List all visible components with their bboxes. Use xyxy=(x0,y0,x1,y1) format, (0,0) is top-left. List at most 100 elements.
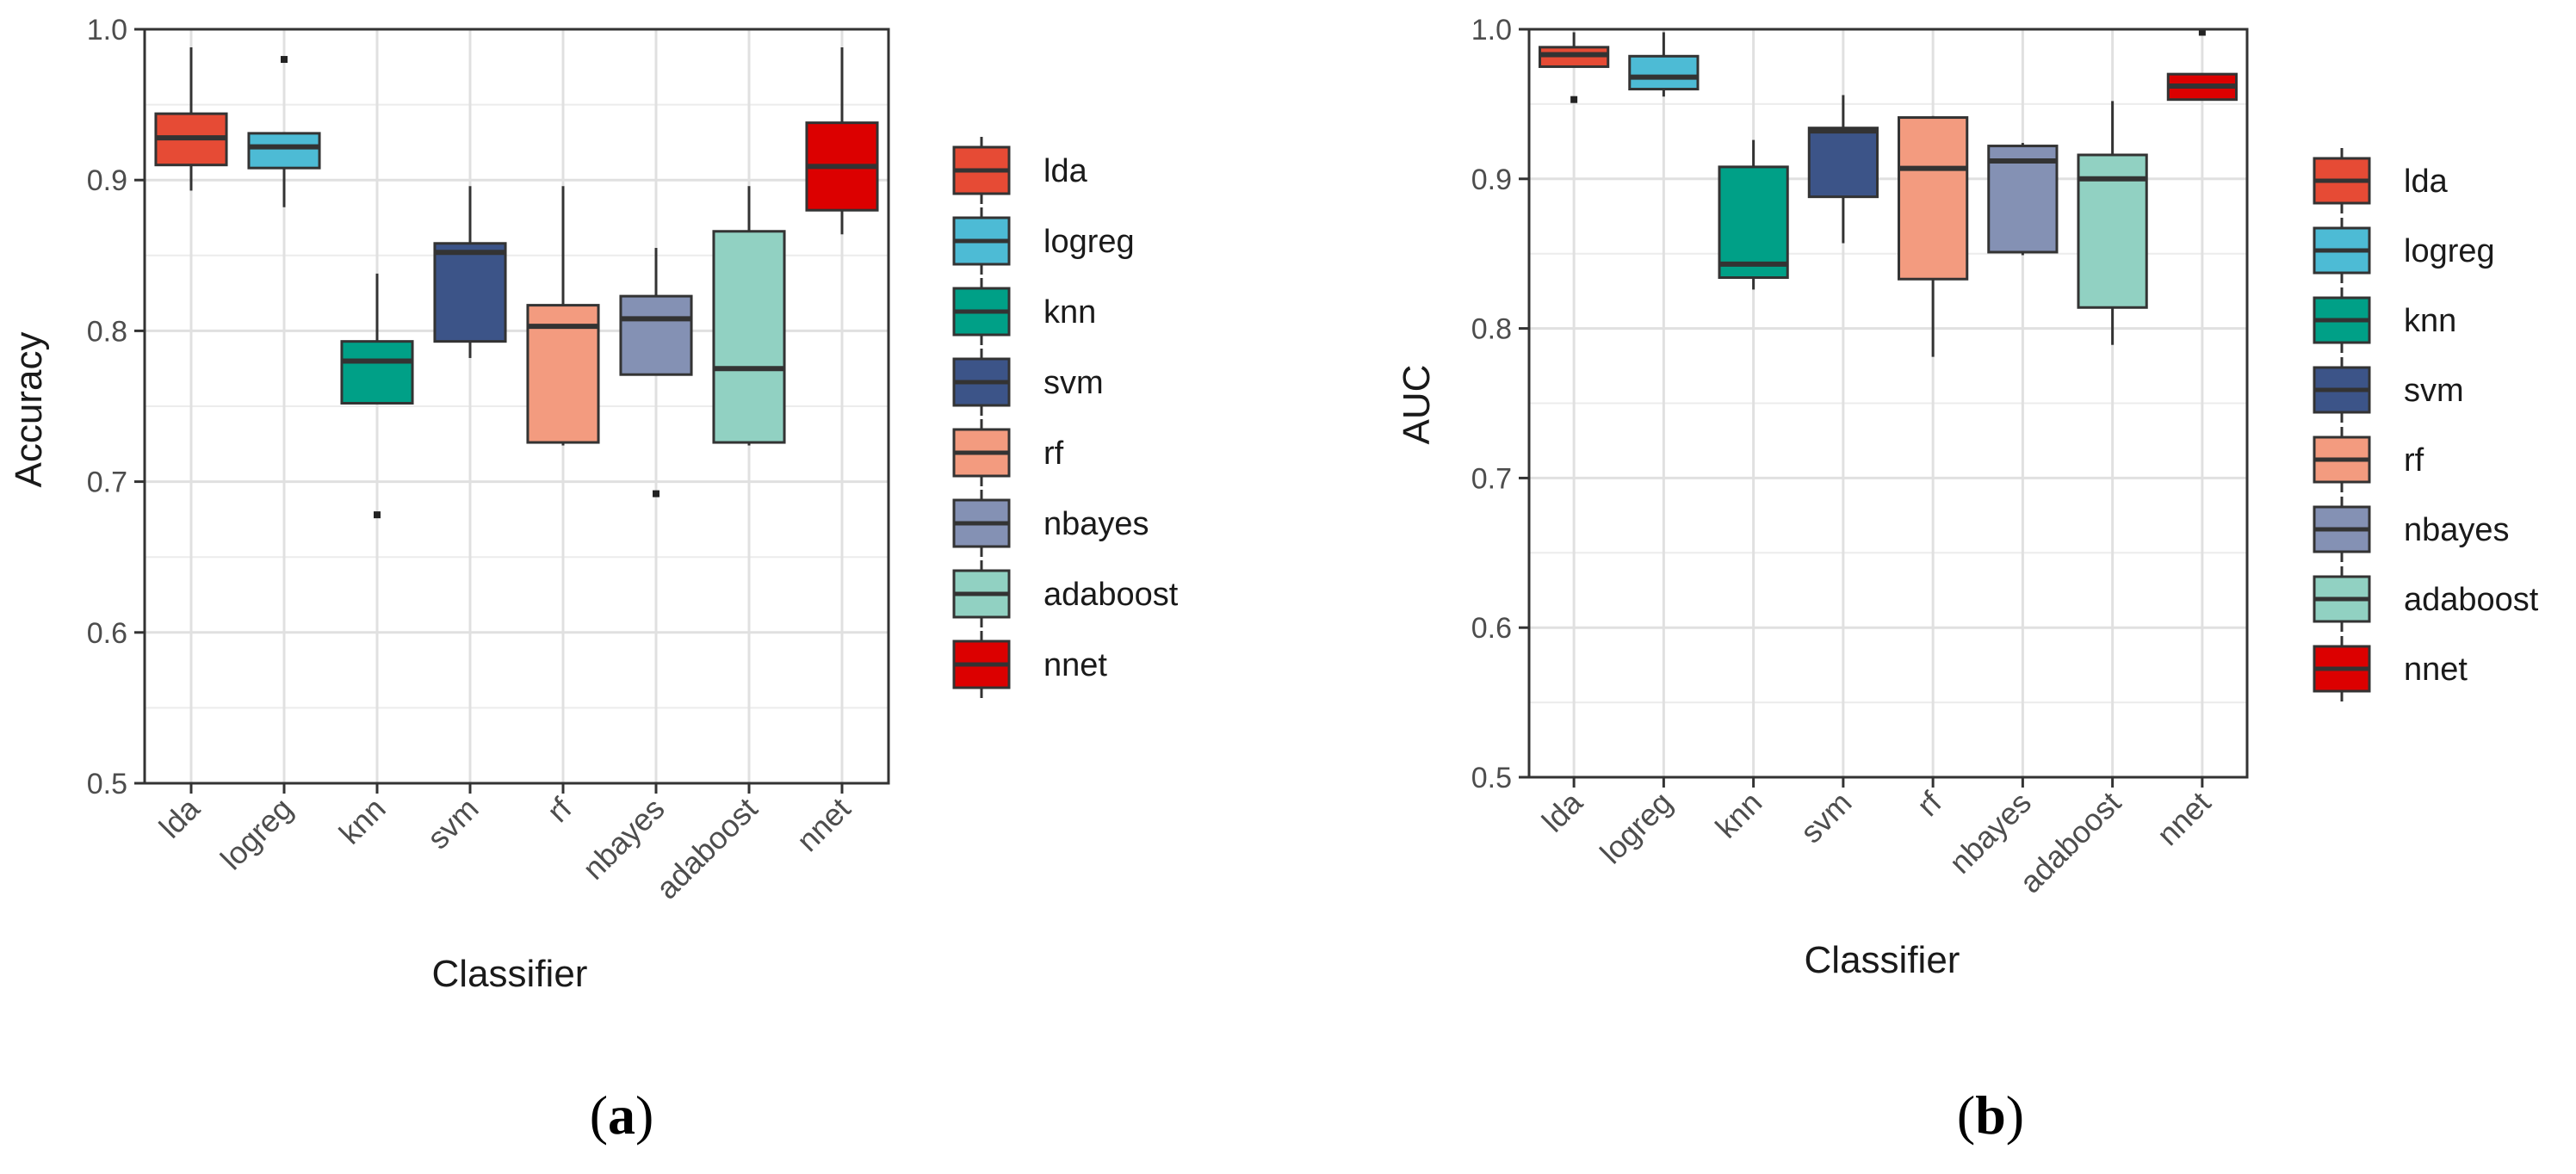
x-axis-title: Classifier xyxy=(432,953,588,995)
y-axis-title: AUC xyxy=(1396,365,1438,445)
box-nbayes xyxy=(1987,143,2059,256)
legend-label: svm xyxy=(1043,365,1104,401)
x-tick-label: adaboost xyxy=(649,791,765,906)
box-body xyxy=(247,132,321,170)
y-tick-label: 0.7 xyxy=(87,467,127,499)
legend-label: rf xyxy=(2404,442,2424,479)
box-lda xyxy=(1539,32,1610,103)
legend-item-lda: lda xyxy=(2313,148,2449,213)
x-tick-label: nnet xyxy=(790,791,858,859)
y-axis-title: Accuracy xyxy=(8,332,50,488)
legend-item-knn: knn xyxy=(952,278,1096,345)
x-tick-label: svm xyxy=(1793,785,1859,850)
y-tick-label: 0.5 xyxy=(1471,762,1512,794)
box-body xyxy=(1898,116,1969,281)
legend-label: logreg xyxy=(2404,233,2495,269)
panel-caption: (a) xyxy=(590,1084,654,1146)
legend-label: nnet xyxy=(2404,652,2468,688)
box-nnet xyxy=(805,47,879,235)
boxplots xyxy=(1539,28,2238,357)
box-lda xyxy=(154,47,228,191)
legend-item-adaboost: adaboost xyxy=(2313,566,2539,632)
box-rf xyxy=(526,186,600,446)
panel-caption: (b) xyxy=(1957,1084,2024,1146)
caption-letter: b xyxy=(1975,1084,2006,1146)
grid xyxy=(1529,28,2247,779)
box-nnet xyxy=(2166,28,2238,102)
legend-item-rf: rf xyxy=(952,419,1064,486)
legend-item-nbayes: nbayes xyxy=(2313,497,2510,562)
legend-item-adaboost: adaboost xyxy=(952,560,1179,627)
legend-item-rf: rf xyxy=(2313,427,2424,492)
box-knn xyxy=(1718,139,1789,290)
legend-label: lda xyxy=(2404,164,2449,200)
y-tick-label: 1.0 xyxy=(87,14,127,46)
legend-label: svm xyxy=(2404,373,2464,409)
y-tick-label: 0.8 xyxy=(1471,313,1512,346)
x-tick-label: svm xyxy=(420,791,486,856)
legend-label: knn xyxy=(2404,303,2456,339)
x-tick-label: knn xyxy=(332,791,393,851)
outlier-point xyxy=(374,511,381,519)
caption-close-paren: ) xyxy=(2006,1084,2024,1146)
caption-open-paren: ( xyxy=(1957,1084,1975,1146)
y-tick-label: 0.8 xyxy=(87,315,127,348)
legend-label: lda xyxy=(1043,153,1088,189)
box-svm xyxy=(1807,95,1879,244)
y-tick-label: 0.6 xyxy=(87,617,127,650)
boxplots xyxy=(154,47,879,519)
box-logreg xyxy=(247,56,321,207)
y-tick-label: 0.7 xyxy=(1471,462,1512,495)
outlier-point xyxy=(653,490,659,497)
outlier-point xyxy=(1570,96,1578,103)
box-body xyxy=(619,294,693,376)
legend: lda logreg knn svm rf nbayes adaboost nnet xyxy=(952,137,1179,698)
legend-label: adaboost xyxy=(2404,582,2539,618)
box-adaboost xyxy=(712,186,786,446)
box-body xyxy=(1628,54,1700,91)
x-tick-label: logreg xyxy=(1593,785,1679,871)
legend-label: nnet xyxy=(1043,647,1107,683)
caption-letter: a xyxy=(608,1084,635,1146)
legend-label: adaboost xyxy=(1043,577,1179,613)
x-tick-label: logreg xyxy=(214,791,300,877)
x-tick-label: rf xyxy=(540,790,579,829)
legend-item-logreg: logreg xyxy=(952,207,1135,275)
box-body xyxy=(1718,165,1789,280)
x-tick-label: nnet xyxy=(2150,785,2218,853)
legend-label: knn xyxy=(1043,294,1096,331)
legend-item-svm: svm xyxy=(952,349,1104,416)
y-tick-label: 1.0 xyxy=(1471,14,1512,46)
legend-label: nbayes xyxy=(2404,512,2510,548)
x-tick-label: lda xyxy=(1535,784,1590,839)
box-adaboost xyxy=(2077,101,2148,345)
y-tick-label: 0.5 xyxy=(87,768,127,800)
plot-border xyxy=(1527,28,2249,779)
box-body xyxy=(1807,127,1879,199)
box-rf xyxy=(1898,115,1969,357)
x-tick-label: knn xyxy=(1708,785,1768,845)
y-axis: 0.5 0.6 0.7 0.8 0.9 1.0 xyxy=(1471,14,1529,794)
legend-item-nnet: nnet xyxy=(2313,636,2468,701)
caption-close-paren: ) xyxy=(635,1084,653,1146)
legend-item-knn: knn xyxy=(2313,287,2456,353)
outlier-point xyxy=(2198,28,2206,36)
plot-border xyxy=(143,28,890,785)
box-body xyxy=(340,340,414,405)
box-svm xyxy=(433,186,507,358)
legend-label: nbayes xyxy=(1043,506,1149,542)
legend-item-nnet: nnet xyxy=(952,631,1107,698)
y-tick-label: 0.6 xyxy=(1471,612,1512,645)
legend: lda logreg knn svm rf nbayes adaboost nnet xyxy=(2313,148,2539,701)
x-axis-title: Classifier xyxy=(1805,939,1960,981)
y-tick-label: 0.9 xyxy=(87,164,127,197)
legend-label: logreg xyxy=(1043,224,1135,260)
legend-label: rf xyxy=(1043,436,1064,472)
y-axis: 0.5 0.6 0.7 0.8 0.9 1.0 xyxy=(87,14,145,800)
legend-item-svm: svm xyxy=(2313,357,2464,423)
